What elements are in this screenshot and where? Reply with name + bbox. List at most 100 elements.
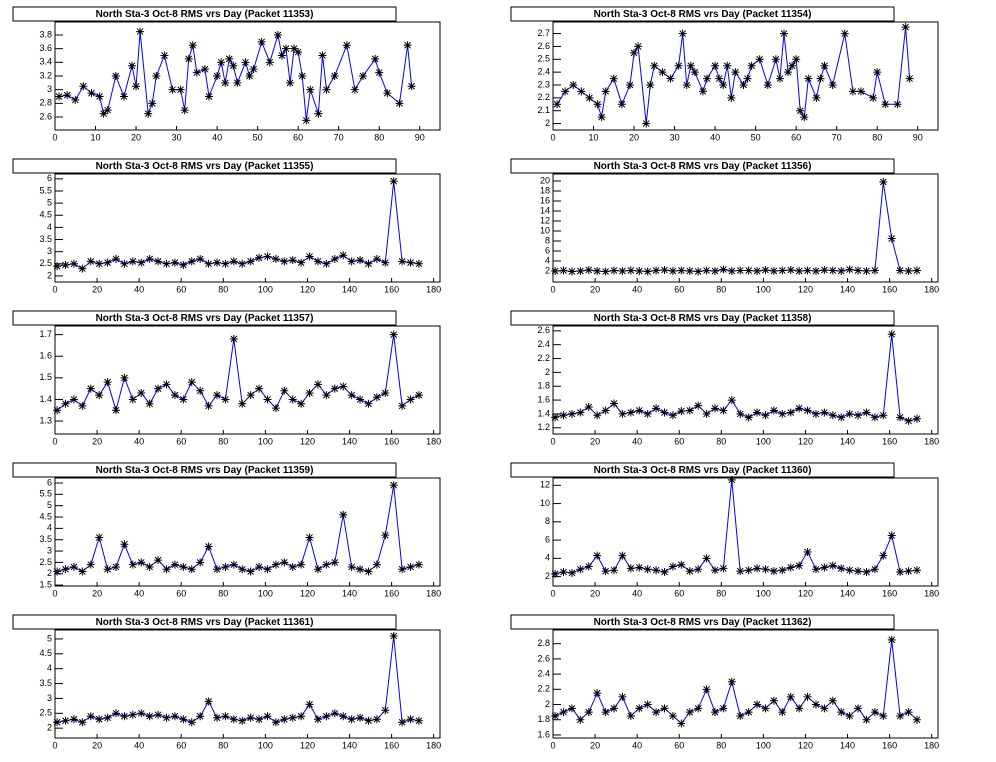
- x-tick-label: 20: [131, 132, 141, 142]
- star-marker: [103, 106, 112, 115]
- star-marker: [618, 551, 627, 560]
- star-marker: [643, 565, 652, 574]
- star-marker: [225, 54, 234, 63]
- x-tick-label: 50: [751, 132, 761, 142]
- star-marker: [896, 568, 905, 577]
- star-marker: [381, 388, 390, 397]
- star-marker: [137, 258, 146, 267]
- x-tick-label: 20: [590, 436, 600, 446]
- x-tick-label: 60: [674, 588, 684, 598]
- star-marker: [854, 266, 863, 275]
- star-marker: [406, 562, 415, 571]
- star-marker: [804, 74, 813, 83]
- star-marker: [330, 72, 339, 80]
- star-marker: [668, 562, 677, 571]
- x-tick-label: 40: [632, 284, 642, 294]
- star-marker: [398, 718, 407, 727]
- x-tick-label: 40: [632, 740, 642, 750]
- star-marker: [677, 560, 686, 569]
- star-marker: [862, 568, 871, 577]
- x-tick-label: 140: [342, 284, 357, 294]
- star-marker: [356, 565, 365, 574]
- star-marker: [719, 564, 728, 573]
- star-marker: [246, 567, 255, 576]
- star-marker: [780, 29, 788, 38]
- star-marker: [626, 81, 634, 89]
- title-box: [12, 158, 397, 174]
- star-marker: [803, 406, 812, 415]
- star-marker: [414, 391, 423, 400]
- star-marker: [95, 391, 104, 400]
- star-marker: [330, 709, 339, 718]
- star-marker: [775, 74, 784, 83]
- star-marker: [677, 407, 686, 416]
- star-marker: [318, 51, 327, 60]
- star-marker: [414, 716, 423, 725]
- y-tick-label: 1.2: [537, 422, 550, 432]
- star-marker: [769, 696, 778, 705]
- star-marker: [263, 252, 272, 261]
- star-marker: [71, 95, 80, 104]
- star-marker: [179, 715, 188, 724]
- x-tick-label: 100: [756, 740, 771, 750]
- star-marker: [593, 100, 602, 109]
- star-marker: [86, 560, 95, 569]
- x-tick-label: 140: [342, 436, 357, 446]
- star-marker: [372, 560, 381, 569]
- star-marker: [145, 254, 154, 263]
- star-marker: [314, 109, 323, 118]
- star-marker: [406, 715, 415, 724]
- y-tick-label: 2.4: [537, 339, 550, 349]
- star-marker: [389, 481, 398, 490]
- chart-title: North Sta-3 Oct-8 RMS vrs Day (Packet 11…: [594, 9, 812, 20]
- star-marker: [339, 251, 348, 260]
- star-marker: [678, 29, 687, 38]
- star-marker: [187, 257, 196, 266]
- x-tick-label: 30: [670, 132, 680, 142]
- y-tick-label: 2.4: [537, 668, 550, 678]
- star-marker: [180, 106, 189, 115]
- star-marker: [313, 257, 322, 266]
- chart-title: North Sta-3 Oct-8 RMS vrs Day (Packet 11…: [96, 9, 314, 20]
- y-tick-label: 5.5: [39, 489, 52, 499]
- star-marker: [221, 259, 230, 268]
- star-marker: [263, 565, 272, 574]
- star-marker: [887, 330, 896, 339]
- star-marker: [778, 566, 787, 575]
- star-marker: [381, 258, 390, 267]
- chart-title: North Sta-3 Oct-8 RMS vrs Day (Packet 11…: [96, 313, 314, 324]
- star-marker: [778, 409, 787, 418]
- star-marker: [297, 258, 306, 267]
- star-marker: [414, 560, 423, 569]
- star-marker: [626, 266, 635, 275]
- star-marker: [803, 692, 812, 701]
- y-tick-label: 1.6: [39, 351, 52, 361]
- star-marker: [576, 565, 585, 574]
- y-tick-label: 10: [540, 225, 550, 235]
- x-tick-label: 80: [716, 588, 726, 598]
- star-marker: [152, 72, 161, 80]
- star-marker: [784, 68, 793, 77]
- x-tick-label: 0: [52, 284, 57, 294]
- star-marker: [78, 718, 87, 727]
- star-marker: [761, 704, 770, 713]
- star-marker: [652, 566, 661, 575]
- star-marker: [233, 78, 242, 87]
- y-tick-label: 1.8: [537, 381, 550, 391]
- y-tick-label: 2.5: [537, 54, 550, 64]
- y-tick-label: 5: [47, 197, 52, 207]
- star-marker: [559, 568, 568, 577]
- star-marker: [551, 711, 560, 720]
- star-marker: [347, 715, 356, 724]
- x-tick-label: 40: [632, 588, 642, 598]
- y-tick-label: 1.5: [39, 372, 52, 382]
- star-marker: [796, 106, 805, 115]
- title-box: [12, 310, 397, 326]
- chart-title: North Sta-3 Oct-8 RMS vrs Day (Packet 11…: [594, 465, 812, 476]
- star-marker: [686, 61, 695, 70]
- star-marker: [887, 635, 896, 644]
- star-marker: [371, 54, 380, 63]
- star-marker: [69, 562, 78, 571]
- star-marker: [414, 259, 423, 268]
- star-marker: [561, 87, 570, 96]
